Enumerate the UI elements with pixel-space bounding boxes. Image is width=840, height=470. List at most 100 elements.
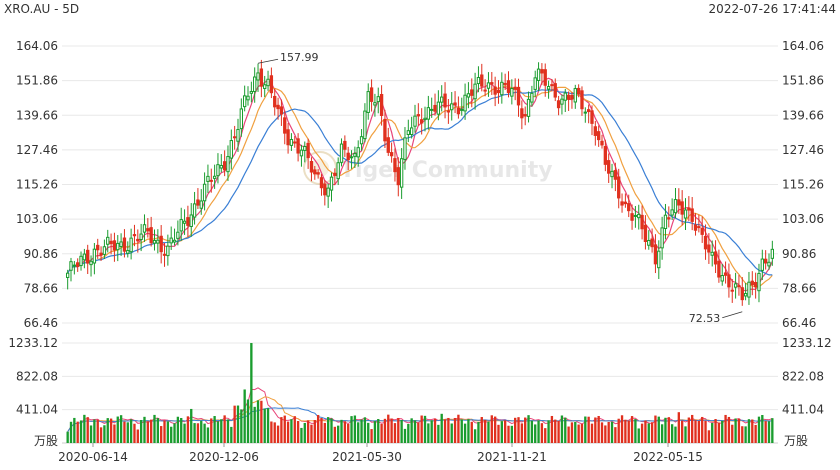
candle-body [613, 170, 618, 180]
price-tick-right: 78.66 [782, 281, 816, 295]
volume-bar [534, 424, 537, 443]
candle-body [159, 235, 163, 253]
candle-body [693, 224, 698, 231]
volume-bar [697, 420, 701, 443]
volume-bar [510, 425, 514, 443]
volume-bar [83, 414, 86, 443]
volume-bar [200, 420, 203, 443]
x-tick-label: 2020-12-06 [189, 450, 259, 464]
candle-body [530, 92, 534, 103]
candle-body [202, 183, 207, 202]
volume-bar [567, 426, 570, 443]
candle-body [253, 76, 257, 92]
candle-body [306, 142, 310, 159]
volume-tick-left: 1233.12 [8, 336, 58, 350]
volume-bar [149, 419, 153, 443]
candle-body [179, 219, 183, 232]
volume-bar [393, 423, 397, 443]
volume-bar [764, 421, 767, 443]
volume-bar [657, 416, 660, 443]
volume-bar [123, 421, 126, 443]
candle-body [212, 175, 217, 179]
candle-body [196, 199, 200, 206]
volume-bar [493, 416, 497, 443]
volume-bar [377, 419, 380, 443]
volume-bar [617, 418, 620, 443]
volume-bar [283, 415, 286, 443]
volume-bar [370, 429, 373, 443]
candle-body [132, 234, 137, 237]
candle-body [102, 246, 107, 255]
volume-bar [73, 417, 76, 443]
candle-body [460, 108, 464, 111]
candle-body [216, 164, 220, 177]
candle-body [687, 207, 691, 211]
candle-body [353, 153, 357, 157]
candle-body [399, 158, 404, 188]
candle-body [690, 208, 694, 222]
candle-body [493, 86, 497, 95]
volume-bar [680, 420, 684, 443]
x-tick-label: 2020-06-14 [58, 450, 128, 464]
candle-body [503, 82, 507, 85]
volume-bar [517, 417, 520, 443]
candle-body [620, 201, 624, 206]
candle-body [586, 109, 591, 113]
volume-bar [640, 423, 644, 443]
volume-bar [300, 427, 303, 443]
volume-bar [333, 426, 337, 443]
candle-body [483, 89, 487, 92]
candle-body [480, 74, 484, 87]
volume-bar [460, 419, 463, 443]
volume-bar [487, 421, 490, 443]
candle-body [69, 261, 73, 271]
volume-bar [737, 418, 741, 443]
candle-body [189, 214, 193, 227]
candle-body [600, 140, 604, 146]
candle-body [403, 137, 407, 160]
volume-bar [594, 417, 597, 443]
candle-body [647, 239, 651, 246]
candle-body [603, 146, 608, 165]
candle-body [416, 114, 420, 117]
volume-bar [664, 417, 667, 443]
chart-symbol: XRO.AU - 5D [4, 2, 79, 16]
candle-body [349, 156, 354, 159]
volume-bar [403, 428, 407, 443]
candle-body [319, 177, 324, 189]
candle-body [119, 241, 123, 248]
candle-body [450, 103, 454, 111]
candle-body [66, 272, 70, 278]
volume-bar [734, 418, 737, 443]
candle-body [273, 95, 277, 108]
volume-bar [614, 427, 617, 443]
candle-body [249, 90, 254, 94]
price-tick-right: 139.66 [782, 108, 824, 122]
candle-body [162, 253, 167, 256]
candle-body [680, 201, 684, 215]
volume-bar [701, 416, 704, 443]
candle-body [580, 90, 584, 110]
price-tick-left: 164.06 [16, 39, 58, 53]
volume-bar [256, 400, 260, 443]
volume-bar [166, 421, 170, 443]
candle-body [597, 131, 601, 141]
candle-body [79, 255, 83, 267]
volume-bar [450, 423, 453, 443]
candle-body [576, 87, 581, 95]
candle-body [500, 81, 504, 96]
volume-bar [670, 424, 674, 443]
volume-bar [263, 408, 266, 443]
volume-bar [540, 423, 544, 443]
candle-body [743, 293, 748, 297]
candle-body [750, 280, 754, 286]
candle-body [593, 126, 597, 136]
volume-bar [547, 420, 550, 443]
volume-bar [296, 421, 300, 443]
volume-bar [483, 419, 487, 443]
candle-body [373, 102, 377, 106]
candle-body [99, 252, 103, 256]
volume-bar [290, 419, 293, 443]
candle-body [526, 98, 531, 117]
candle-body [326, 187, 330, 197]
